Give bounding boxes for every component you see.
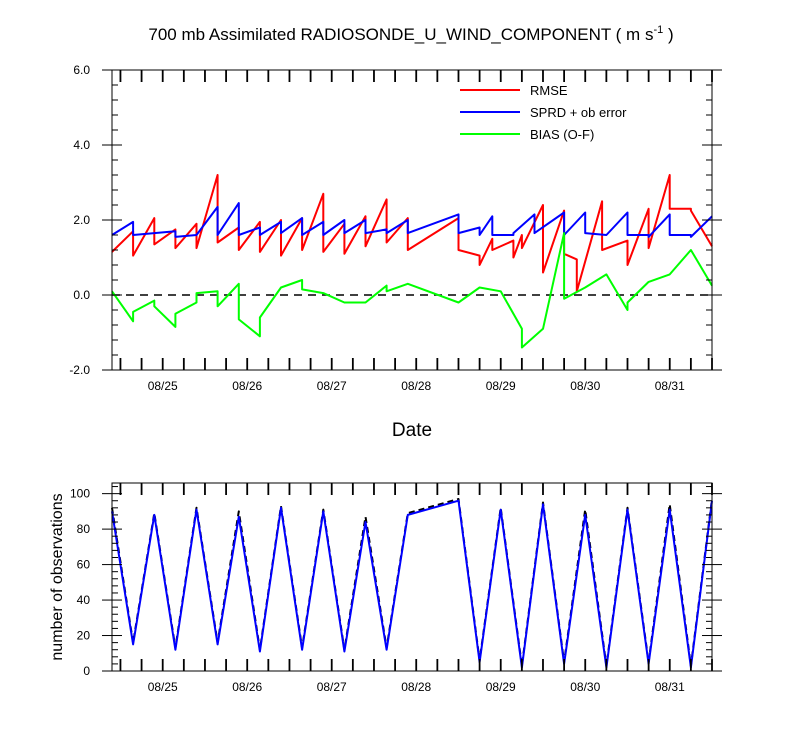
- x-tick-label: 08/27: [317, 379, 347, 393]
- series-line-sprd-ob-error: [111, 202, 713, 238]
- y-tick-label: 100: [70, 487, 90, 501]
- legend: RMSE SPRD + ob error BIAS (O-F): [460, 83, 627, 142]
- series-line-observations-dashed: [111, 498, 713, 667]
- bottom-chart: 08/25 08/26 08/27 08/28 08/29 08/30 08/31 0 20 40…: [49, 482, 722, 694]
- y-tick-label: 40: [77, 593, 91, 607]
- legend-label: BIAS (O-F): [530, 127, 594, 142]
- x-tick-label: 08/27: [317, 680, 347, 694]
- y-tick-label: 80: [77, 522, 91, 536]
- series-line-bias-o-f: [111, 232, 713, 349]
- x-tick-label: 08/31: [655, 680, 685, 694]
- chart-title-superscript: -1: [653, 24, 663, 36]
- x-tick-label: 08/31: [655, 379, 685, 393]
- x-tick-label: 08/25: [148, 680, 178, 694]
- top-chart: RMSE SPRD + ob error BIAS (O-F) 08/25 08/26…: [69, 63, 722, 441]
- x-tick-label: 08/29: [486, 680, 516, 694]
- top-chart-xlabel: Date: [392, 420, 432, 441]
- x-tick-label: 08/26: [232, 379, 262, 393]
- y-tick-label: 6.0: [73, 63, 90, 77]
- chart-title-close: ): [663, 25, 673, 44]
- x-tick-label: 08/28: [401, 379, 431, 393]
- bottom-chart-frame: [111, 482, 713, 672]
- chart-title: 700 mb Assimilated RADIOSONDE_U_WIND_COM…: [148, 24, 673, 44]
- y-tick-label: 20: [77, 629, 91, 643]
- y-tick-label: 0.0: [73, 288, 90, 302]
- bottom-chart-lines: [111, 498, 713, 669]
- y-tick-label: 2.0: [73, 213, 90, 227]
- x-tick-label: 08/28: [401, 680, 431, 694]
- top-chart-lines: [111, 174, 713, 349]
- y-tick-label: 0: [83, 664, 90, 678]
- bottom-chart-axes: 08/25 08/26 08/27 08/28 08/29 08/30 08/31 0 20 40…: [70, 483, 722, 694]
- chart-title-main: 700 mb Assimilated RADIOSONDE_U_WIND_COM…: [148, 25, 653, 44]
- top-chart-axes: 08/25 08/26 08/27 08/28 08/29 08/30 08/31 -2.0 0…: [69, 63, 722, 393]
- x-tick-label: 08/29: [486, 379, 516, 393]
- x-tick-label: 08/25: [148, 379, 178, 393]
- y-tick-label: 4.0: [73, 138, 90, 152]
- series-line-observations: [111, 499, 713, 669]
- series-line-rmse: [111, 174, 713, 293]
- legend-label: RMSE: [530, 83, 568, 98]
- bottom-chart-ylabel: number of observations: [49, 493, 66, 660]
- y-tick-label: -2.0: [69, 363, 90, 377]
- x-tick-label: 08/30: [570, 680, 600, 694]
- legend-label: SPRD + ob error: [530, 105, 627, 120]
- x-tick-label: 08/26: [232, 680, 262, 694]
- x-tick-label: 08/30: [570, 379, 600, 393]
- y-tick-label: 60: [77, 558, 91, 572]
